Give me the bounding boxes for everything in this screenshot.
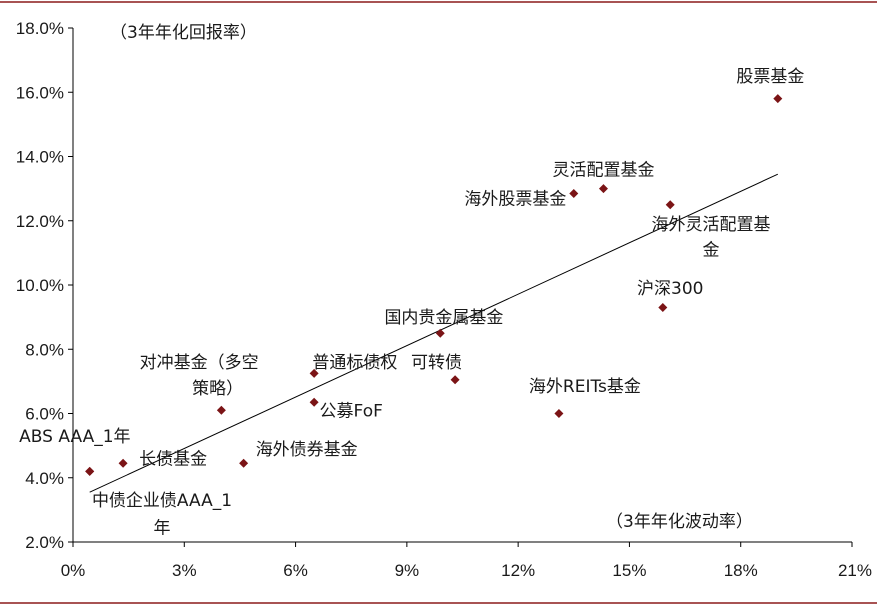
point-label: 中债企业债AAA_1 xyxy=(92,491,232,511)
y-tick-label: 8.0% xyxy=(25,340,64,359)
point-label: 年 xyxy=(154,519,171,539)
point-label: 可转债 xyxy=(411,353,462,373)
data-point xyxy=(239,458,249,468)
data-points xyxy=(85,94,783,476)
point-label: 长债基金 xyxy=(139,449,207,469)
y-tick-label: 12.0% xyxy=(16,212,64,231)
point-label: 沪深300 xyxy=(637,279,703,299)
y-axis-title: （3年年化回报率） xyxy=(110,23,257,43)
x-tick-label: 0% xyxy=(61,561,86,580)
point-label: 普通标债权 xyxy=(312,353,397,373)
point-label: 公募FoF xyxy=(320,401,383,421)
trendline xyxy=(89,173,779,493)
axes: 2.0% 4.0% 6.0% 8.0% 10.0% 12.0% 14.0% 16.0% 18.0… xyxy=(16,19,872,580)
data-point xyxy=(658,302,668,312)
point-label: 灵活配置基金 xyxy=(552,160,654,180)
data-point xyxy=(216,405,226,415)
point-label: 股票基金 xyxy=(736,67,804,87)
y-tick-label: 18.0% xyxy=(16,19,64,38)
data-point xyxy=(554,409,564,418)
point-label: 海外股票基金 xyxy=(464,189,566,209)
data-point xyxy=(665,200,675,210)
y-tick-label: 2.0% xyxy=(25,533,64,552)
x-tick-label: 3% xyxy=(172,561,197,580)
point-label: ABS AAA_1年 xyxy=(19,427,130,447)
point-label: 金 xyxy=(703,241,720,261)
x-tick-label: 9% xyxy=(395,561,420,580)
point-label: 对冲基金（多空 xyxy=(140,353,259,373)
data-point xyxy=(309,368,319,378)
trendline-line xyxy=(89,173,779,493)
data-point xyxy=(569,188,579,198)
point-label: 海外债券基金 xyxy=(256,440,358,460)
x-axis-title: （3年年化波动率） xyxy=(606,512,753,532)
data-point xyxy=(773,94,783,104)
point-label: 海外灵活配置基 xyxy=(652,215,771,235)
data-point xyxy=(85,466,95,476)
data-point xyxy=(435,328,445,338)
x-tick-label: 21% xyxy=(838,561,872,580)
data-point xyxy=(309,397,319,407)
y-tick-label: 10.0% xyxy=(16,276,64,295)
point-label: 国内贵金属基金 xyxy=(384,308,503,328)
x-tick-label: 15% xyxy=(612,561,646,580)
data-point xyxy=(598,184,608,194)
x-tick-label: 6% xyxy=(283,561,308,580)
data-point xyxy=(450,375,460,385)
y-tick-label: 16.0% xyxy=(16,83,64,102)
y-tick-label: 6.0% xyxy=(25,405,64,424)
x-tick-label: 12% xyxy=(501,561,535,580)
y-tick-label: 4.0% xyxy=(25,469,64,488)
data-point xyxy=(118,458,128,468)
point-label: 策略） xyxy=(192,379,243,399)
y-tick-label: 14.0% xyxy=(16,148,64,167)
x-tick-label: 18% xyxy=(724,561,758,580)
point-label: 海外REITs基金 xyxy=(529,377,641,397)
